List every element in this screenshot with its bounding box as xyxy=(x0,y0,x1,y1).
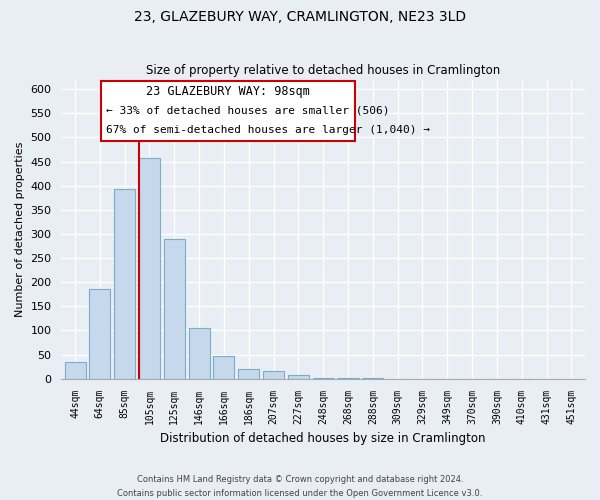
Y-axis label: Number of detached properties: Number of detached properties xyxy=(15,142,25,317)
Bar xyxy=(188,328,209,378)
Text: 67% of semi-detached houses are larger (1,040) →: 67% of semi-detached houses are larger (… xyxy=(106,125,430,135)
Text: 23 GLAZEBURY WAY: 98sqm: 23 GLAZEBURY WAY: 98sqm xyxy=(146,86,310,98)
Bar xyxy=(65,362,86,378)
Bar xyxy=(139,158,160,378)
Title: Size of property relative to detached houses in Cramlington: Size of property relative to detached ho… xyxy=(146,64,500,77)
Text: ← 33% of detached houses are smaller (506): ← 33% of detached houses are smaller (50… xyxy=(106,106,389,116)
Bar xyxy=(114,189,135,378)
Bar xyxy=(288,375,309,378)
Text: 23, GLAZEBURY WAY, CRAMLINGTON, NE23 3LD: 23, GLAZEBURY WAY, CRAMLINGTON, NE23 3LD xyxy=(134,10,466,24)
Bar xyxy=(164,240,185,378)
Bar xyxy=(89,290,110,378)
X-axis label: Distribution of detached houses by size in Cramlington: Distribution of detached houses by size … xyxy=(160,432,486,445)
Bar xyxy=(263,372,284,378)
FancyBboxPatch shape xyxy=(101,81,355,141)
Bar xyxy=(214,356,235,378)
Text: Contains HM Land Registry data © Crown copyright and database right 2024.
Contai: Contains HM Land Registry data © Crown c… xyxy=(118,476,482,498)
Bar xyxy=(238,368,259,378)
